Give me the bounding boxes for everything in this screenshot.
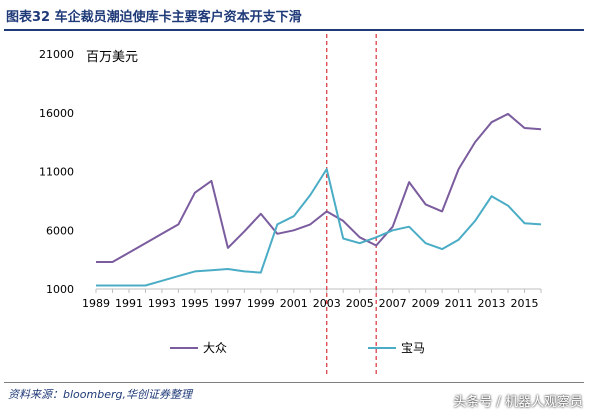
- x-tick-label: 1997: [214, 297, 242, 310]
- x-tick-label: 1989: [82, 297, 110, 310]
- series-line-2: [96, 168, 542, 287]
- title-divider: [4, 29, 584, 31]
- watermark: 头条号 / 机器人观察员: [453, 395, 583, 410]
- x-tick-label: 2015: [511, 297, 539, 310]
- y-tick-label: 16000: [39, 107, 74, 120]
- footer-divider: [4, 382, 584, 383]
- x-tick-label: 2013: [478, 297, 506, 310]
- x-tick-label: 1993: [148, 297, 176, 310]
- legend-label: 大众: [203, 341, 227, 355]
- x-tick-label: 2007: [379, 297, 407, 310]
- y-tick-label: 11000: [39, 166, 74, 179]
- x-tick-label: 2011: [445, 297, 473, 310]
- series-line-1: [96, 112, 542, 263]
- x-tick-label: 1999: [247, 297, 275, 310]
- y-unit-label: 百万美元: [86, 50, 138, 65]
- figure-header: 图表32 车企裁员潮迫使库卡主要客户资本开支下滑: [0, 0, 591, 31]
- x-tick-label: 2001: [280, 297, 308, 310]
- legend-label: 宝马: [401, 341, 425, 355]
- x-tick-label: 1991: [115, 297, 143, 310]
- y-tick-label: 6000: [46, 224, 74, 237]
- y-tick-label: 1000: [46, 283, 74, 296]
- source-note: 资料来源：bloomberg,华创证券整理: [8, 388, 192, 401]
- y-tick-label: 21000: [39, 48, 74, 61]
- x-tick-label: 1995: [181, 297, 209, 310]
- x-tick-label: 2009: [412, 297, 440, 310]
- x-tick-label: 2005: [346, 297, 374, 310]
- figure-title: 图表32 车企裁员潮迫使库卡主要客户资本开支下滑: [6, 10, 302, 25]
